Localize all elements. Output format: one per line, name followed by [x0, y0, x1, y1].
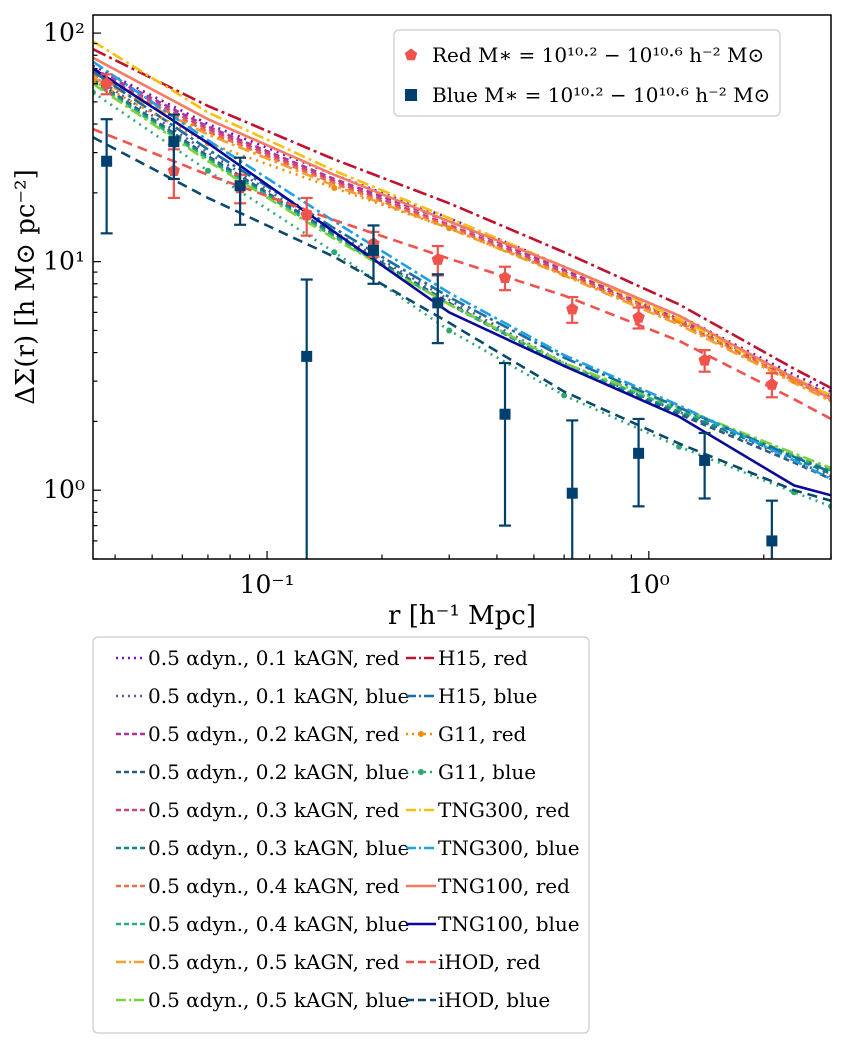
- y-tick-label: 10⁰: [43, 475, 85, 504]
- series-line-ihod-red: [93, 127, 831, 421]
- legend-main-entry: Blue M∗ = 10¹⁰·² − 10¹⁰·⁶ h⁻² M⊙: [432, 83, 770, 107]
- red-data-point: [765, 378, 778, 390]
- series-dot-g11-red: [561, 271, 568, 278]
- blue-data-point: [301, 350, 313, 362]
- legend-entry-0-5-dyn-0-1-kagn-red: 0.5 αdyn., 0.1 kAGN, red: [148, 646, 400, 670]
- legend-main: Red M∗ = 10¹⁰·² − 10¹⁰·⁶ h⁻² M⊙ Blue M∗ =…: [393, 29, 781, 117]
- blue-data-point: [499, 408, 511, 420]
- red-data-point: [698, 353, 711, 366]
- legend-lines-box: [92, 636, 590, 1034]
- legend-entry-0-5-dyn-0-1-kagn-blue: 0.5 αdyn., 0.1 kAGN, blue: [148, 684, 409, 708]
- series-line-ihod-blue: [93, 136, 831, 502]
- legend-entry-h15-red: H15, red: [438, 646, 528, 670]
- legend-entry-0-5-dyn-0-3-kagn-blue: 0.5 αdyn., 0.3 kAGN, blue: [148, 836, 409, 860]
- legend-lines: 0.5 αdyn., 0.1 kAGN, red 0.5 αdyn., 0.1 k…: [92, 636, 590, 1034]
- blue-data-point: [699, 454, 711, 466]
- legend-entry-0-5-dyn-0-3-kagn-red: 0.5 αdyn., 0.3 kAGN, red: [148, 798, 400, 822]
- legend-entry-h15-blue: H15, blue: [438, 684, 538, 708]
- red-data-point: [300, 208, 313, 221]
- legend-entry-tng300-red: TNG300, red: [438, 798, 570, 822]
- legend-entry-tng300-blue: TNG300, blue: [438, 836, 580, 860]
- blue-data-point: [633, 447, 645, 459]
- axis-ticks: 10⁻¹ 10⁰ 10⁰ 10¹ 10²: [43, 18, 832, 599]
- red-data-point: [100, 77, 113, 90]
- series-line-g11-red: [93, 79, 831, 401]
- red-data-point: [566, 302, 579, 315]
- y-tick-label: 10¹: [43, 247, 85, 276]
- series-dot-g11-blue: [204, 167, 211, 174]
- plot-frame: [92, 14, 832, 560]
- blue-data-point: [432, 297, 444, 309]
- x-tick-label: 10⁰: [628, 570, 670, 599]
- legend-entry-g11-red: G11, red: [438, 722, 527, 746]
- legend-swatch-dot: [418, 769, 424, 775]
- series-line-tng300-red: [93, 40, 831, 397]
- legend-main-box: [393, 29, 781, 117]
- blue-data-point: [101, 155, 113, 167]
- legend-entry-g11-blue: G11, blue: [438, 760, 536, 784]
- series-dot-g11-blue: [561, 392, 568, 399]
- legend-entry-0-5-dyn-0-4-kagn-blue: 0.5 αdyn., 0.4 kAGN, blue: [148, 912, 409, 936]
- x-tick-label: 10⁻¹: [240, 570, 295, 599]
- legend-entry-0-5-dyn-0-4-kagn-red: 0.5 αdyn., 0.4 kAGN, red: [148, 874, 400, 898]
- series-line-h15-blue: [93, 70, 831, 474]
- legend-entry-ihod-red: iHOD, red: [438, 950, 541, 974]
- red-data-point: [498, 271, 512, 283]
- legend-swatch-dot: [418, 731, 424, 737]
- series-line-h15-red: [93, 48, 831, 390]
- legend-blue-marker: [405, 89, 417, 101]
- series-line-tng100-blue: [93, 67, 831, 497]
- series-line-0-5-dyn-0-2-kagn-blue: [93, 77, 831, 481]
- legend-entry-0-5-dyn-0-2-kagn-blue: 0.5 αdyn., 0.2 kAGN, blue: [148, 760, 409, 784]
- observation-points: [100, 73, 778, 559]
- legend-main-entry: Red M∗ = 10¹⁰·² − 10¹⁰·⁶ h⁻² M⊙: [432, 43, 764, 67]
- legend-entry-0-5-dyn-0-2-kagn-red: 0.5 αdyn., 0.2 kAGN, red: [148, 722, 400, 746]
- blue-data-point: [367, 244, 379, 256]
- blue-data-point: [766, 535, 778, 547]
- y-tick-label: 10²: [43, 18, 85, 47]
- legend-entry-0-5-dyn-0-5-kagn-blue: 0.5 αdyn., 0.5 kAGN, blue: [148, 988, 409, 1012]
- series-line-0-5-dyn-0-5-kagn-blue: [93, 82, 831, 470]
- x-axis-label: r [h⁻¹ Mpc]: [388, 601, 536, 631]
- series-dot-g11-red: [331, 185, 338, 192]
- legend-red-marker: [404, 48, 418, 61]
- series-line-tng300-blue: [93, 60, 831, 481]
- series-dot-g11-blue: [446, 327, 453, 334]
- red-data-point: [632, 310, 645, 323]
- blue-data-point: [566, 487, 578, 499]
- legend-entry-tng100-red: TNG100, red: [438, 874, 570, 898]
- series-dot-g11-blue: [331, 249, 338, 256]
- legend-entry-0-5-dyn-0-5-kagn-red: 0.5 αdyn., 0.5 kAGN, red: [148, 950, 400, 974]
- blue-data-point: [234, 180, 246, 192]
- blue-data-point: [168, 136, 180, 148]
- y-axis-label: ΔΣ(r) [h M⊙ pc⁻²]: [11, 169, 41, 404]
- legend-entry-tng100-blue: TNG100, blue: [438, 912, 580, 936]
- series-dot-g11-red: [446, 225, 453, 232]
- red-data-point: [431, 253, 444, 265]
- series-line-tng100-red: [93, 56, 831, 401]
- legend-entry-ihod-blue: iHOD, blue: [438, 988, 550, 1012]
